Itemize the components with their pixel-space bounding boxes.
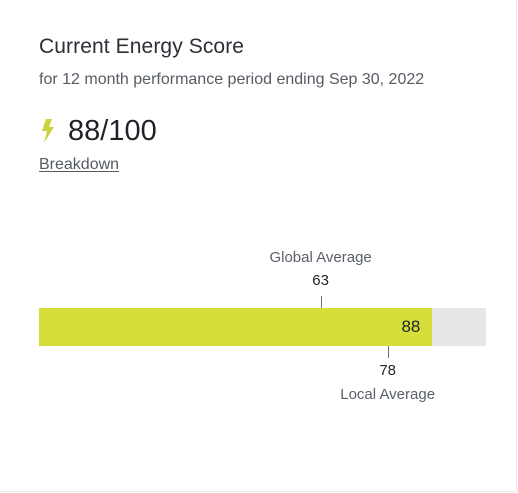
score-row: 88/100 <box>39 113 157 149</box>
global-average-label: Global Average <box>269 249 372 266</box>
score-bar-value: 88 <box>401 317 421 336</box>
local-average-label: Local Average <box>340 386 436 403</box>
performance-period-subtitle: for 12 month performance period ending S… <box>39 71 425 88</box>
energy-score-value: 88/100 <box>68 114 157 147</box>
breakdown-link[interactable]: Breakdown <box>39 156 120 173</box>
local-average-tick <box>388 346 389 358</box>
global-average-tick <box>321 296 322 308</box>
card-title: Current Energy Score <box>39 35 245 58</box>
global-average-value: 63 <box>312 272 329 289</box>
score-bar-track: 88 <box>39 308 486 346</box>
local-average-value: 78 <box>379 362 396 379</box>
lightning-bolt-icon <box>39 118 57 144</box>
score-bar-fill: 88 <box>39 308 433 346</box>
